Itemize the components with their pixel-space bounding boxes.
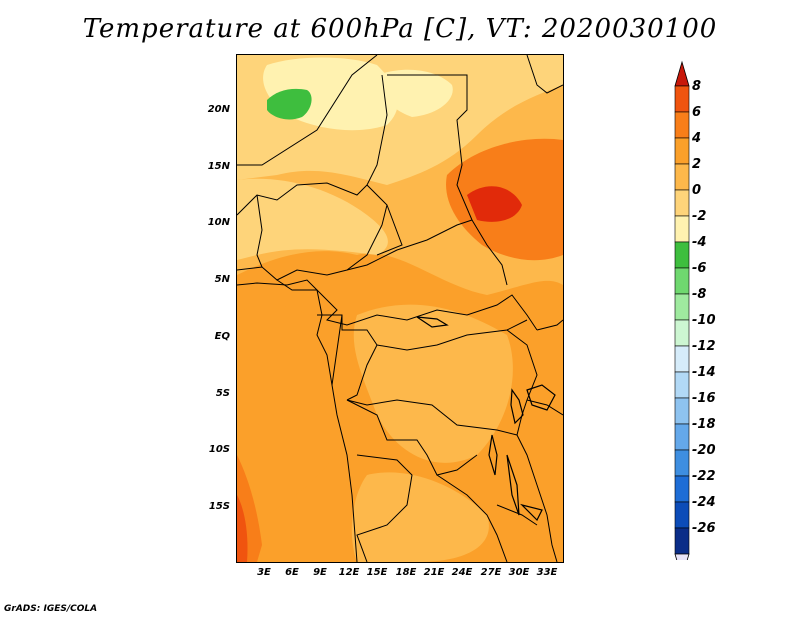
lon-label-15e: 15E xyxy=(366,567,388,578)
temperature-map xyxy=(236,54,564,563)
lon-label-3e: 3E xyxy=(257,567,271,578)
colorbar-box xyxy=(674,293,690,321)
colorbar-label: -26 xyxy=(692,521,716,536)
colorbar-box xyxy=(674,449,690,477)
colorbar-bottom-arrow xyxy=(674,553,690,560)
colorbar-label: 0 xyxy=(692,183,702,198)
colorbar-box xyxy=(674,215,690,243)
colorbar-label: -12 xyxy=(692,339,716,354)
lon-label-12e: 12E xyxy=(338,567,360,578)
coastline xyxy=(237,279,358,562)
colorbar-label: 6 xyxy=(692,105,702,120)
colorbar-label: -18 xyxy=(692,417,716,432)
colorbar-box xyxy=(674,319,690,347)
lat-label-5n: 5N xyxy=(214,274,230,285)
lat-label-15s: 15S xyxy=(208,501,230,512)
lat-label-15n: 15N xyxy=(207,161,230,172)
lon-label-30e: 30E xyxy=(508,567,530,578)
lon-label-18e: 18E xyxy=(395,567,417,578)
lake-outlines xyxy=(416,316,556,522)
colorbar-box xyxy=(674,111,690,139)
map-canvas xyxy=(237,55,563,562)
field-0-2-south xyxy=(351,472,489,562)
colorbar-label: -8 xyxy=(692,287,707,302)
colorbar-box xyxy=(674,345,690,373)
colorbar-label: -14 xyxy=(692,365,716,380)
colorbar-label: 8 xyxy=(692,79,702,94)
lon-label-33e: 33E xyxy=(536,567,558,578)
field-6-8-southwest xyxy=(237,495,248,562)
colorbar-label: -10 xyxy=(692,313,716,328)
colorbar xyxy=(674,60,690,560)
colorbar-label: -24 xyxy=(692,495,716,510)
colorbar-box xyxy=(674,527,690,555)
colorbar-label: -2 xyxy=(692,209,707,224)
colorbar-boxes xyxy=(674,60,690,560)
lon-label-9e: 9E xyxy=(313,567,327,578)
lat-label-10s: 10S xyxy=(208,444,230,455)
colorbar-box xyxy=(674,371,690,399)
lon-label-27e: 27E xyxy=(480,567,502,578)
lon-label-24e: 24E xyxy=(451,567,473,578)
colorbar-top-arrow xyxy=(674,60,690,87)
colorbar-label: -4 xyxy=(692,235,707,250)
colorbar-box xyxy=(674,267,690,295)
lat-label-5s: 5S xyxy=(215,388,230,399)
colorbar-box xyxy=(674,163,690,191)
colorbar-box xyxy=(674,397,690,425)
red-sea-coast xyxy=(526,55,563,94)
colorbar-box xyxy=(674,189,690,217)
lat-label-eq: EQ xyxy=(214,331,230,342)
chart-title: Temperature at 600hPa [C], VT: 202003010… xyxy=(82,14,718,44)
colorbar-box xyxy=(674,501,690,529)
colorbar-label: 2 xyxy=(692,157,702,172)
country-borders xyxy=(237,55,563,562)
colorbar-label: -6 xyxy=(692,261,707,276)
field-0-2-center xyxy=(353,304,513,463)
lat-label-10n: 10N xyxy=(207,217,230,228)
lon-label-6e: 6E xyxy=(285,567,299,578)
field-neg4-neg2-east xyxy=(377,69,453,117)
colorbar-box xyxy=(674,137,690,165)
colorbar-box xyxy=(674,475,690,503)
colorbar-label: -22 xyxy=(692,469,716,484)
lon-label-21e: 21E xyxy=(423,567,445,578)
colorbar-label: -16 xyxy=(692,391,716,406)
footer-credit: GrADS: IGES/COLA xyxy=(4,604,98,614)
colorbar-box xyxy=(674,85,690,113)
colorbar-box xyxy=(674,423,690,451)
field-6-8-sudan xyxy=(467,186,522,222)
field-neg6-neg4 xyxy=(267,88,312,120)
colorbar-label: -20 xyxy=(692,443,716,458)
colorbar-label: 4 xyxy=(692,131,702,146)
lat-label-20n: 20N xyxy=(207,104,230,115)
colorbar-box xyxy=(674,241,690,269)
